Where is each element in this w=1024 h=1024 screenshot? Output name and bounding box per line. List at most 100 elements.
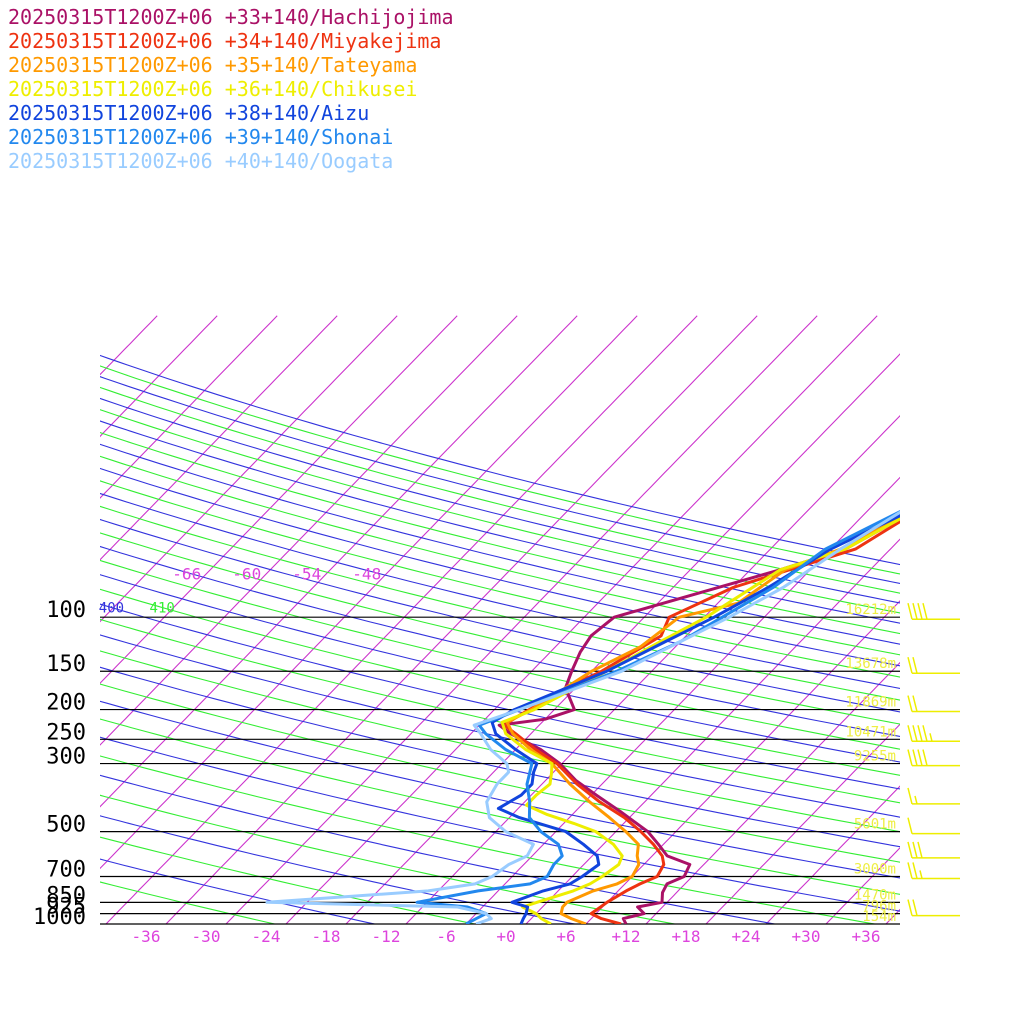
- wind-barbs: [907, 603, 960, 917]
- isotherm-line: [345, 353, 900, 924]
- wind-barb: [907, 817, 960, 835]
- pressure-label: 300: [46, 745, 86, 770]
- wind-barb-feather: [907, 787, 913, 805]
- wind-barb-feather: [907, 603, 913, 620]
- wind-barb: [907, 695, 960, 713]
- wind-barb: [907, 862, 960, 880]
- upper-temperature-tick-label: -48: [352, 564, 381, 583]
- wind-barb: [907, 725, 960, 743]
- height-label: 10471m: [845, 724, 896, 740]
- dry-adiabat-line: [100, 755, 878, 924]
- height-label: 1470m: [854, 887, 896, 903]
- wind-barb-feather: [922, 749, 928, 766]
- dry-adiabat-line: [100, 365, 900, 575]
- temperature-profile-line: [490, 514, 900, 924]
- wind-barb-feather: [907, 817, 913, 834]
- dry-adiabat-line: [100, 443, 900, 645]
- isotherm-line: [705, 723, 900, 924]
- height-label: 9255m: [854, 749, 896, 765]
- isotherm-line: [100, 315, 278, 499]
- wind-barb-feather: [912, 749, 918, 766]
- wind-barb: [907, 841, 960, 859]
- temperature-tick-label: +18: [672, 927, 701, 946]
- dry-adiabat-line: [100, 815, 578, 924]
- wind-barb-feather: [912, 725, 918, 742]
- wind-barb-feather: [907, 725, 913, 742]
- pressure-label: 925: [46, 895, 86, 920]
- dry-adiabat-line: [100, 376, 900, 585]
- temperature-profile-line: [505, 514, 900, 924]
- dry-adiabat-line: [100, 432, 900, 635]
- pressure-label: 100: [46, 598, 86, 623]
- wind-barb: [907, 787, 960, 805]
- legend-item: 20250315T1200Z+06 +34+140/Miyakejima: [8, 29, 442, 53]
- wind-barb-half-feather: [914, 795, 918, 805]
- wind-barb-feather: [917, 725, 923, 742]
- upper-temperature-tick-label: -60: [232, 564, 261, 583]
- upper-temperature-tick-label: -54: [292, 564, 321, 583]
- legend-item: 20250315T1200Z+06 +33+140/Hachijojima: [8, 5, 454, 29]
- height-label: 13678m: [845, 656, 896, 672]
- temperature-tick-label: -18: [312, 927, 341, 946]
- dry-adiabat-line: [100, 505, 900, 701]
- temperature-tick-label: -30: [192, 927, 221, 946]
- wind-barb-feather: [907, 862, 913, 879]
- isotherm-line: [165, 315, 758, 924]
- temperature-tick-label: +12: [612, 927, 641, 946]
- dry-adiabat-line: [100, 618, 900, 804]
- pressure-label: 700: [46, 857, 86, 882]
- isotherm-line: [525, 538, 900, 924]
- height-label: 5601m: [854, 817, 896, 833]
- isotherm-line: [100, 315, 458, 685]
- dry-adiabat-line: [100, 700, 900, 879]
- wind-barb-feather: [912, 841, 918, 859]
- height-label: 154m: [862, 909, 896, 925]
- pressure-label: 850: [46, 883, 86, 908]
- temperature-profile-line: [265, 510, 900, 924]
- legend-item: 20250315T1200Z+06 +40+140/Oogata: [8, 149, 394, 173]
- dry-adiabat-line: [100, 532, 900, 725]
- chart-legend: 20250315T1200Z+06 +33+140/Hachijojima 202…: [8, 5, 454, 173]
- wind-barb-feather: [907, 841, 913, 859]
- dry-adiabat-line: [100, 354, 900, 566]
- wind-barb-feather: [922, 725, 928, 742]
- pressure-label: 250: [46, 720, 86, 745]
- wind-barb-feather: [912, 862, 918, 879]
- isotherm-line: [465, 476, 900, 924]
- wind-barb-half-feather: [929, 733, 933, 742]
- temperature-tick-label: -12: [372, 927, 401, 946]
- temperature-profile-line: [497, 517, 900, 924]
- isotherm-line: [100, 315, 578, 808]
- temperature-tick-label: +0: [496, 927, 515, 946]
- dry-adiabat-line: [100, 736, 900, 912]
- dry-adiabat-line: [100, 634, 900, 818]
- wind-barb-feather: [917, 841, 923, 859]
- dry-adiabat-line: [100, 545, 900, 738]
- wind-barb: [907, 603, 960, 620]
- isotherm-line: [225, 315, 818, 924]
- legend-item: 20250315T1200Z+06 +35+140/Tateyama: [8, 53, 418, 77]
- pressure-label: 150: [46, 652, 86, 677]
- dry-adiabat-line: [100, 683, 900, 863]
- dry-adiabat-line: [100, 794, 678, 924]
- dry-adiabat-line: [100, 603, 900, 790]
- wind-barb-feather: [922, 603, 928, 620]
- temperature-tick-label: -6: [436, 927, 455, 946]
- wind-barb: [907, 749, 960, 767]
- wind-barb-feather: [912, 899, 918, 916]
- wind-barb-feather: [912, 603, 918, 620]
- isotherm-line: [645, 661, 900, 924]
- temperature-profile-line: [502, 519, 900, 924]
- isotherm-line: [100, 315, 218, 438]
- temperature-tick-label: +30: [792, 927, 821, 946]
- dry-adiabat-line: [100, 518, 900, 713]
- wind-barb-half-feather: [919, 870, 923, 879]
- isotherm-line: [765, 785, 900, 924]
- dry-adiabat-line: [100, 718, 900, 895]
- dry-adiabat-line: [100, 467, 900, 667]
- legend-item: 20250315T1200Z+06 +39+140/Shonai: [8, 125, 394, 149]
- height-label: 3000m: [854, 861, 896, 877]
- temperature-tick-label: +36: [852, 927, 881, 946]
- temperature-tick-label: -24: [252, 927, 281, 946]
